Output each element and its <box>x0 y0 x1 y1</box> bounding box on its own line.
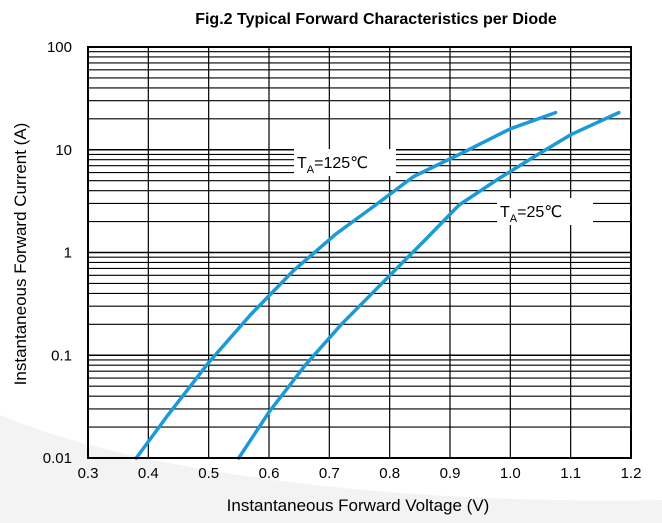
series-label-bg <box>294 149 396 176</box>
series-line-2 <box>237 110 621 460</box>
series-label-1: TA=125℃ <box>294 149 396 176</box>
y-tick-label: 0.01 <box>43 450 72 467</box>
series-label-text: TA=25℃ <box>500 204 562 225</box>
x-tick-label: 1.0 <box>500 465 521 482</box>
x-tick-label: 0.5 <box>198 465 219 482</box>
chart-title: Fig.2 Typical Forward Characteristics pe… <box>195 11 557 28</box>
series-label-bg <box>497 198 593 225</box>
x-tick-label: 0.9 <box>440 465 461 482</box>
x-axis-ticks: 0.3 0.4 0.5 0.6 0.7 0.8 0.9 1.0 1.1 1.2 <box>78 465 642 482</box>
x-axis-label: Instantaneous Forward Voltage (V) <box>227 496 490 515</box>
y-tick-label: 10 <box>55 142 72 159</box>
series-label-2: TA=25℃ <box>497 198 593 225</box>
x-tick-label: 0.6 <box>259 465 280 482</box>
x-tick-label: 0.3 <box>78 465 99 482</box>
y-axis-label: Instantaneous Forward Current (A) <box>11 123 30 386</box>
x-tick-label: 0.4 <box>138 465 159 482</box>
x-tick-label: 1.2 <box>621 465 642 482</box>
y-tick-label: 0.1 <box>51 347 72 364</box>
grid <box>87 47 632 459</box>
x-tick-label: 0.8 <box>379 465 400 482</box>
curves <box>134 110 621 460</box>
y-tick-label: 1 <box>64 245 72 262</box>
plot-frame <box>87 46 632 459</box>
series-line-1 <box>134 110 558 460</box>
y-axis-ticks: 0.01 0.1 1 10 100 <box>43 39 72 467</box>
y-tick-label: 100 <box>47 39 72 56</box>
curve-labels: TA=125℃ TA=25℃ <box>294 149 593 225</box>
x-tick-label: 1.1 <box>560 465 581 482</box>
x-tick-label: 0.7 <box>319 465 340 482</box>
series-label-text: TA=125℃ <box>297 155 368 176</box>
